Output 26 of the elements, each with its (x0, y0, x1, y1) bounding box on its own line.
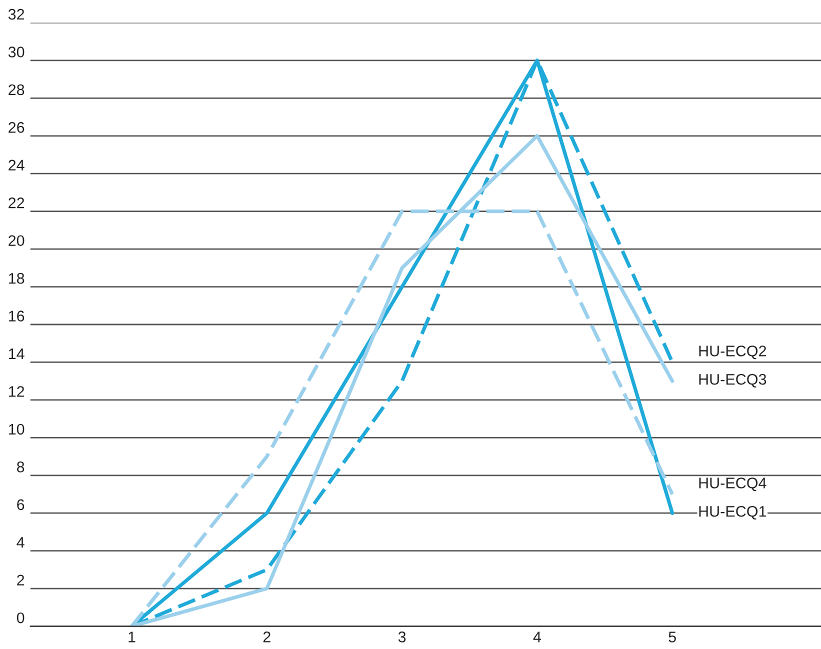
x-tick-label: 4 (533, 632, 541, 642)
series-label: HU-ECQ3 (699, 374, 766, 388)
y-tick-label: 30 (8, 46, 24, 58)
series-label: HU-ECQ1 (699, 506, 766, 520)
y-tick-label: 0 (16, 612, 24, 624)
y-tick-label: 26 (8, 122, 24, 133)
y-tick-label: 20 (8, 235, 24, 246)
x-tick-label: 2 (263, 632, 270, 642)
x-tick-label: 1 (128, 632, 136, 642)
y-tick-label: 8 (16, 462, 24, 472)
y-tick-label: 32 (8, 8, 24, 20)
y-tick-label: 4 (16, 537, 24, 548)
y-tick-label: 22 (8, 197, 24, 208)
y-tick-label: 12 (8, 386, 24, 397)
y-tick-label: 28 (8, 84, 24, 96)
y-tick-label: 10 (8, 424, 24, 435)
series-label: HU-ECQ4 (699, 478, 766, 492)
y-tick-label: 18 (8, 272, 24, 284)
series-label: HU-ECQ2 (699, 346, 766, 360)
y-tick-label: 6 (17, 499, 24, 510)
y-tick-label: 14 (8, 348, 24, 360)
x-tick-label: 5 (668, 632, 676, 642)
y-tick-label: 16 (8, 310, 24, 322)
x-tick-label: 3 (398, 632, 406, 642)
y-tick-label: 2 (17, 574, 24, 586)
y-tick-label: 24 (8, 160, 24, 170)
